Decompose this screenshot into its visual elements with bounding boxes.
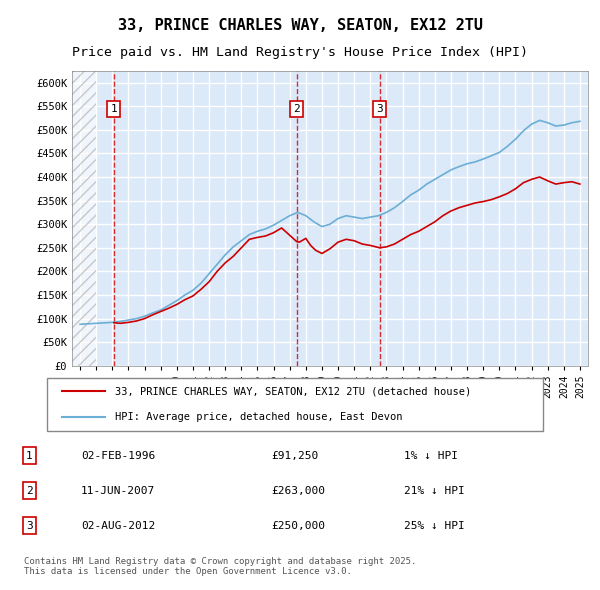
Text: Price paid vs. HM Land Registry's House Price Index (HPI): Price paid vs. HM Land Registry's House … (72, 46, 528, 59)
Text: 3: 3 (26, 521, 32, 531)
Text: 02-FEB-1996: 02-FEB-1996 (81, 451, 155, 461)
Text: 33, PRINCE CHARLES WAY, SEATON, EX12 2TU: 33, PRINCE CHARLES WAY, SEATON, EX12 2TU (118, 18, 482, 32)
Text: 1: 1 (26, 451, 32, 461)
Text: 3: 3 (376, 104, 383, 114)
Text: 1: 1 (110, 104, 117, 114)
Text: 21% ↓ HPI: 21% ↓ HPI (404, 486, 464, 496)
Text: 1% ↓ HPI: 1% ↓ HPI (404, 451, 458, 461)
Text: £91,250: £91,250 (271, 451, 319, 461)
FancyBboxPatch shape (47, 378, 543, 431)
Text: £250,000: £250,000 (271, 521, 325, 531)
Text: £263,000: £263,000 (271, 486, 325, 496)
Text: 02-AUG-2012: 02-AUG-2012 (81, 521, 155, 531)
Text: 11-JUN-2007: 11-JUN-2007 (81, 486, 155, 496)
Text: Contains HM Land Registry data © Crown copyright and database right 2025.
This d: Contains HM Land Registry data © Crown c… (23, 557, 416, 576)
Text: HPI: Average price, detached house, East Devon: HPI: Average price, detached house, East… (115, 412, 403, 422)
Text: 25% ↓ HPI: 25% ↓ HPI (404, 521, 464, 531)
Text: 2: 2 (293, 104, 300, 114)
Text: 33, PRINCE CHARLES WAY, SEATON, EX12 2TU (detached house): 33, PRINCE CHARLES WAY, SEATON, EX12 2TU… (115, 386, 472, 396)
Text: 2: 2 (26, 486, 32, 496)
